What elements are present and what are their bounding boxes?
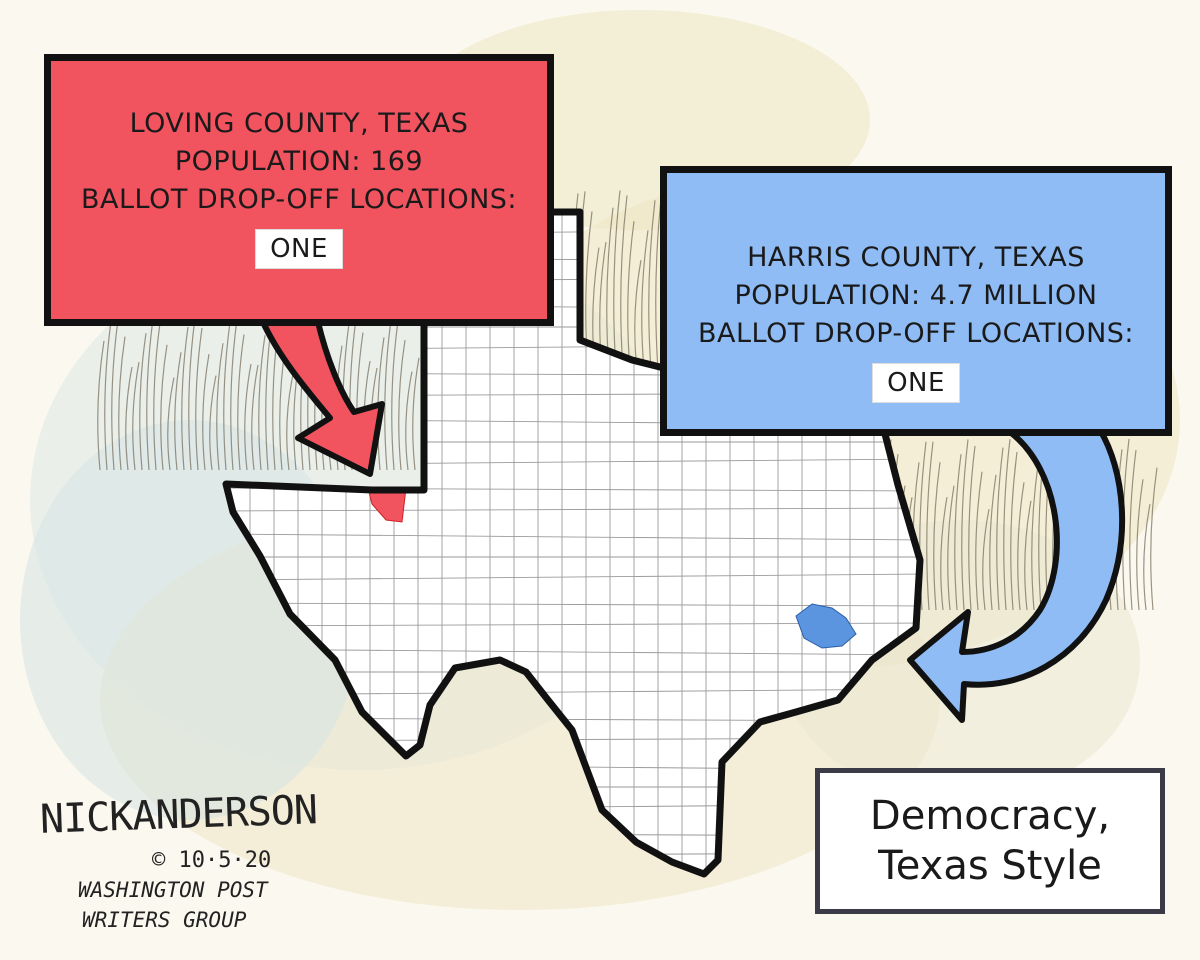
grass-stroke (620, 195, 628, 371)
grass-stroke (188, 317, 196, 471)
grass-stroke (104, 321, 112, 471)
grass-stroke (412, 357, 420, 471)
grass-stroke (982, 509, 990, 611)
grass-stroke (174, 352, 182, 471)
grass-stroke (1136, 479, 1144, 611)
grass-stroke (1129, 450, 1137, 611)
grass-stroke (209, 375, 217, 471)
grass-stroke (384, 319, 392, 471)
harris-county (795, 603, 857, 649)
grass-stroke (139, 333, 147, 471)
grass-stroke (258, 335, 266, 471)
grass-stroke (153, 322, 161, 471)
grass-stroke (1003, 439, 1011, 611)
grass-stroke (223, 322, 231, 471)
harris-population: POPULATION: 4.7 MILLION (734, 280, 1098, 311)
grass-stroke (940, 497, 948, 611)
grass-stroke (251, 364, 259, 471)
grass-stroke (391, 320, 399, 471)
grass-stroke (216, 343, 224, 471)
grass-stroke (202, 353, 210, 471)
grass-stroke (961, 439, 969, 611)
grass-stroke (132, 362, 140, 471)
grass-stroke (947, 485, 955, 611)
grass-stroke (1010, 451, 1018, 611)
grass-stroke (641, 230, 649, 371)
cartoon-title: Democracy, Texas Style (815, 768, 1165, 914)
county-line-horizontal (226, 507, 920, 512)
harris-arrow (907, 427, 1126, 723)
grass-stroke (989, 474, 997, 611)
harris-locations-label: BALLOT DROP-OFF LOCATIONS: (697, 318, 1135, 349)
harris-locations-value: ONE (872, 363, 960, 403)
grass-stroke (181, 326, 189, 471)
grass-stroke (195, 327, 203, 471)
county-line-horizontal (226, 533, 920, 541)
signature-date: © 10·5·20 (152, 848, 272, 873)
grass-stroke (111, 319, 119, 471)
county-line-horizontal (226, 648, 920, 656)
signature-publisher-line-1: WASHINGTON POST (78, 878, 268, 902)
title-line-1: Democracy, (869, 793, 1111, 839)
loving-locations-label: BALLOT DROP-OFF LOCATIONS: (80, 184, 518, 215)
grass-stroke (167, 377, 175, 471)
grass-stroke (1024, 500, 1032, 611)
loving-county-name: LOVING COUNTY, TEXAS (129, 108, 469, 139)
county-line-horizontal (226, 573, 920, 581)
grass-stroke (146, 318, 154, 471)
artist-signature: NickANDERSON © 10·5·20 WASHINGTON POST W… (39, 787, 370, 942)
grass-stroke (125, 366, 133, 471)
harris-county-name: HARRIS COUNTY, TEXAS (747, 242, 1085, 273)
loving-arrow (259, 317, 385, 477)
loving-locations-value: ONE (255, 229, 343, 269)
grass-stroke (230, 318, 238, 471)
grass-stroke (655, 189, 663, 371)
grass-stroke (160, 344, 168, 471)
grass-stroke (933, 462, 941, 611)
grass-stroke (627, 221, 635, 371)
grass-stroke (968, 445, 976, 611)
grass-stroke (97, 340, 105, 471)
grass-stroke (954, 454, 962, 611)
grass-stroke (286, 374, 294, 471)
grass-stroke (926, 441, 934, 611)
title-line-2: Texas Style (878, 843, 1102, 889)
grass-stroke (975, 471, 983, 611)
grass-stroke (118, 336, 126, 471)
grass-stroke (1017, 482, 1025, 611)
grass-stroke (1031, 464, 1039, 611)
grass-stroke (613, 190, 621, 371)
signature-publisher-line-2: WRITERS GROUP (82, 908, 247, 932)
loving-population: POPULATION: 169 (174, 146, 424, 177)
loving-county-callout: LOVING COUNTY, TEXAS POPULATION: 169 BAL… (44, 54, 554, 326)
grass-stroke (398, 339, 406, 471)
grass-stroke (237, 334, 245, 471)
grass-stroke (1150, 467, 1158, 611)
grass-stroke (405, 371, 413, 471)
grass-stroke (244, 363, 252, 471)
grass-stroke (1143, 504, 1151, 611)
grass-stroke (648, 200, 656, 371)
grass-stroke (996, 447, 1004, 611)
signature-name: NickANDERSON (39, 787, 318, 843)
harris-county-callout: HARRIS COUNTY, TEXAS POPULATION: 4.7 MIL… (660, 166, 1172, 436)
